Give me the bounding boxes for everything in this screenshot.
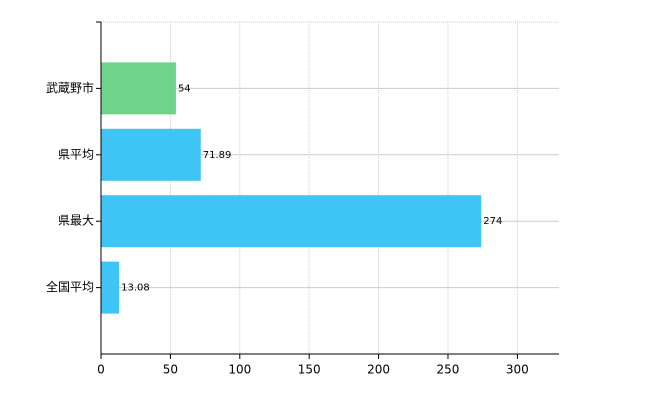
y-tick-label: 県最大 <box>58 214 94 228</box>
value-label: 274 <box>483 216 502 227</box>
y-tick-label: 県平均 <box>58 147 94 161</box>
x-tick-label: 200 <box>367 363 390 377</box>
x-tick-label: 300 <box>506 363 529 377</box>
x-tick-label: 250 <box>437 363 460 377</box>
bar <box>101 261 120 314</box>
value-label: 54 <box>178 83 191 94</box>
x-tick-label: 0 <box>97 363 105 377</box>
bar <box>101 128 201 181</box>
bar <box>101 62 176 115</box>
y-tick-label: 武蔵野市 <box>46 80 94 95</box>
x-tick-label: 50 <box>163 363 178 377</box>
value-label: 13.08 <box>121 283 150 294</box>
value-label: 71.89 <box>203 150 232 161</box>
y-tick-label: 全国平均 <box>46 279 94 294</box>
x-tick-label: 100 <box>228 363 251 377</box>
x-tick-label: 150 <box>298 363 321 377</box>
bar <box>101 195 482 248</box>
